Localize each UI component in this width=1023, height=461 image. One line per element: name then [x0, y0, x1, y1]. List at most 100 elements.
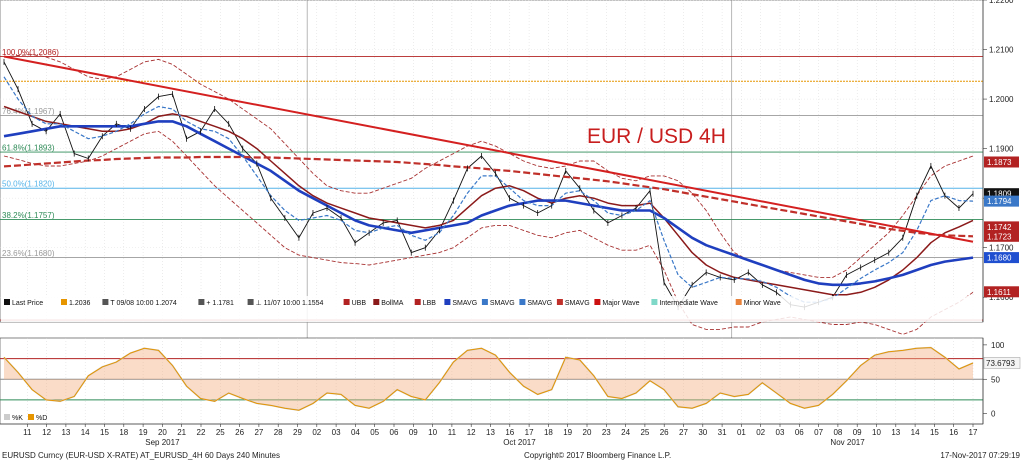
stochastic-series [3, 346, 974, 412]
x-tick-label: 18 [119, 428, 128, 437]
legend-swatch [61, 299, 67, 305]
legend-entry: SMAVG [490, 300, 515, 307]
x-tick-label: 09 [853, 428, 862, 437]
legend-entry: SMAVG [452, 300, 477, 307]
x-tick-label: 29 [293, 428, 302, 437]
legend-swatch [444, 299, 451, 305]
x-tick-label: 13 [61, 428, 70, 437]
series-line-smavg [3, 120, 974, 287]
footer-right: 17-Nov-2017 07:29:19 [940, 451, 1020, 460]
month-label: Nov 2017 [830, 438, 865, 447]
month-label: Oct 2017 [503, 438, 536, 447]
x-tick-label: 08 [833, 428, 842, 437]
x-tick-label: 13 [891, 428, 900, 437]
fib-level-label: 38.2%(1.1757) [2, 211, 55, 220]
x-tick-label: 05 [370, 428, 379, 437]
x-tick-label: 03 [776, 428, 785, 437]
price-badge [984, 195, 1019, 207]
x-tick-label: 25 [216, 428, 225, 437]
x-tick-label: 20 [158, 428, 167, 437]
x-tick-label: 12 [467, 428, 476, 437]
x-tick-label: 27 [254, 428, 263, 437]
chart-title: EUR / USD 4H [587, 125, 726, 148]
x-tick-label: 17 [525, 428, 534, 437]
price-badge-label: 1.1809 [987, 190, 1012, 199]
x-tick-label: 09 [409, 428, 418, 437]
x-tick-label: 26 [660, 428, 669, 437]
stoch-tick-label: 0 [991, 410, 996, 419]
legend-entry: Last Price [12, 300, 43, 307]
series-line-smavg [3, 155, 974, 238]
x-tick-label: 25 [640, 428, 649, 437]
stoch-legend-entry: %D [36, 415, 47, 422]
legend-swatch [556, 299, 563, 305]
price-badge-label: 1.1680 [987, 254, 1012, 263]
x-tick-label: 02 [756, 428, 765, 437]
price-badge [984, 252, 1019, 264]
x-tick-label: 13 [486, 428, 495, 437]
legend-swatch [102, 299, 109, 305]
price-badge [984, 188, 1019, 200]
x-tick-label: 01 [737, 428, 746, 437]
series-line-bollma [3, 105, 974, 296]
price-tick-label: 1.1700 [989, 244, 1014, 253]
price-badge-label: 1.1742 [987, 223, 1012, 232]
x-tick-label: 28 [274, 428, 283, 437]
legend: Last Price 1.2036 T 09/08 10:00 1.2074 + 1.… [1, 296, 982, 322]
price-badge-label: 1.1873 [987, 158, 1012, 167]
legend-entry: SMAVG [527, 300, 552, 307]
legend-entry: LBB [423, 300, 437, 307]
stoch-tick-label: 100 [991, 341, 1005, 350]
stoch-value-label: 73.6793 [986, 359, 1015, 368]
stochastic-panel [0, 337, 984, 425]
stochastic-panel-background [0, 337, 984, 425]
x-tick-label: 15 [100, 428, 109, 437]
stoch-legend-swatch [4, 414, 10, 420]
legend-swatch [4, 299, 10, 305]
legend-entry: 1.2036 [69, 300, 91, 307]
price-tick-label: 1.1600 [989, 293, 1014, 302]
stoch-legend-swatch [28, 414, 34, 420]
x-tick-label: 06 [390, 428, 399, 437]
footer-left: EURUSD Curncy (EUR-USD X-RATE) AT_EURUSD… [2, 451, 280, 460]
price-badge-label: 1.1794 [987, 197, 1012, 206]
fib-level-label: 61.8%(1.1893) [2, 144, 55, 153]
x-tick-label: 02 [312, 428, 321, 437]
legend-entry: SMAVG [565, 300, 590, 307]
stoch-value-badge [983, 357, 1021, 369]
legend-swatch [735, 299, 742, 305]
series-line-smavg [3, 76, 974, 303]
price-panel-background [0, 0, 984, 323]
stochastic-legend: %K %D [4, 414, 47, 422]
price-series [3, 58, 974, 311]
legend-entry: BollMA [381, 300, 404, 307]
legend-background [1, 296, 982, 322]
price-tick-label: 1.2100 [989, 46, 1014, 55]
fib-level-label: 23.6%(1.1680) [2, 249, 55, 258]
stoch-tick-label: 50 [991, 375, 1000, 384]
x-tick-label: 10 [428, 428, 437, 437]
x-tick-label: 23 [602, 428, 611, 437]
legend-entry: T 09/08 10:00 1.2074 [110, 300, 177, 307]
x-tick-label: 07 [814, 428, 823, 437]
footer: EURUSD Curncy (EUR-USD X-RATE) AT_EURUSD… [2, 451, 1021, 460]
x-tick-label: 26 [235, 428, 244, 437]
x-axis: 11 12 13 14 15 18 19 20 21 22 25 26 27 28 29 02 03 04 05 06… [0, 423, 983, 447]
x-tick-label: 16 [505, 428, 514, 437]
x-tick-label: 18 [544, 428, 553, 437]
x-tick-label: 24 [621, 428, 630, 437]
stoch-d-line [3, 347, 974, 411]
x-tick-label: 14 [911, 428, 920, 437]
stochastic-grid [0, 338, 983, 424]
legend-swatch [198, 299, 205, 305]
legend-swatch [373, 299, 380, 305]
price-badge [984, 286, 1019, 298]
legend-swatch [519, 299, 526, 305]
x-tick-label: 16 [949, 428, 958, 437]
stoch-legend-entry: %K [12, 415, 23, 422]
price-badge [984, 156, 1019, 168]
x-tick-label: 12 [42, 428, 51, 437]
fib-level-label: 50.0%(1.1820) [2, 180, 55, 189]
